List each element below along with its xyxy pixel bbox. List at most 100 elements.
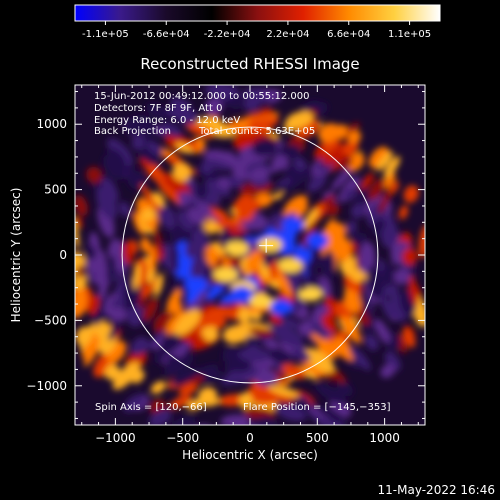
y-tick-label: 500	[44, 183, 67, 197]
heatmap-blob	[86, 166, 103, 184]
heatmap-blob	[276, 405, 306, 422]
heatmap-blob	[302, 221, 318, 247]
heatmap-blob	[383, 172, 396, 189]
heatmap-blob	[325, 386, 346, 401]
heatmap-blob	[119, 201, 131, 218]
x-tick-label: 1000	[369, 431, 400, 445]
heatmap-blob	[243, 99, 260, 112]
heatmap-blob	[202, 398, 221, 407]
heatmap-blob	[374, 319, 391, 344]
heatmap-blob	[368, 178, 385, 201]
heatmap-blob	[76, 265, 84, 279]
heatmap-blob	[248, 293, 273, 308]
heatmap-area	[75, 85, 425, 425]
heatmap-blob	[205, 245, 219, 267]
heatmap-blob	[75, 215, 80, 250]
heatmap-blob	[321, 249, 336, 282]
heatmap-blob	[152, 191, 166, 207]
heatmap-blob	[308, 244, 325, 269]
heatmap-blob	[239, 392, 253, 409]
colorbar-tick-label: 1.1e+05	[388, 29, 431, 40]
y-tick-label: −1000	[26, 379, 67, 393]
heatmap-blob	[316, 405, 349, 425]
heatmap-blob	[75, 215, 83, 229]
heatmap-blob	[342, 140, 359, 156]
heatmap-blob	[95, 321, 111, 340]
heatmap-blob	[347, 130, 362, 144]
heatmap-blob	[152, 335, 167, 351]
colorbar-tick-label: -6.6e+04	[143, 29, 190, 40]
heatmap-blob	[165, 354, 180, 368]
heatmap-blob	[146, 103, 169, 120]
heatmap-blob	[180, 325, 197, 340]
heatmap-blob	[248, 327, 274, 337]
colorbar-tick-label: -1.1e+05	[82, 29, 129, 40]
heatmap-blob	[304, 348, 335, 373]
heatmap-blob	[251, 212, 267, 231]
heatmap-blob	[185, 277, 208, 294]
colorbar-tick-label: 6.6e+04	[327, 29, 370, 40]
heatmap-blob	[109, 307, 127, 324]
heatmap-blob	[169, 395, 192, 409]
y-axis-label: Heliocentric Y (arcsec)	[9, 188, 23, 323]
heatmap-blob	[360, 172, 374, 191]
heatmap-blob	[159, 208, 175, 223]
heatmap-blob	[360, 292, 373, 321]
annotation-detectors: Detectors: 7F 8F 9F, Att 0	[94, 103, 222, 114]
heatmap-blob	[75, 326, 93, 346]
y-tick-label: −500	[34, 313, 67, 327]
heatmap-blob	[175, 191, 191, 208]
heatmap-blob	[135, 338, 150, 354]
heatmap-blob	[206, 184, 231, 197]
heatmap-blob	[418, 224, 425, 259]
heatmap-blob	[131, 136, 145, 151]
heatmap-blob	[333, 337, 355, 361]
heatmap-blob	[245, 322, 273, 332]
heatmap-blob	[351, 232, 367, 246]
heatmap-blob	[203, 222, 216, 235]
heatmap-blob	[164, 353, 194, 376]
heatmap-blob	[246, 250, 262, 274]
axis-ticks	[75, 85, 425, 425]
heatmap-blob	[171, 416, 196, 425]
heatmap-blob	[376, 150, 393, 171]
heatmap-blob	[124, 117, 144, 137]
y-tick-label: 1000	[36, 117, 67, 131]
heatmap-blob	[106, 148, 127, 170]
heatmap-blob	[278, 237, 296, 254]
heatmap-blob	[287, 273, 301, 293]
heatmap-blob	[169, 97, 192, 111]
heatmap-blob	[235, 210, 256, 223]
heatmap-blob	[402, 247, 418, 266]
heatmap-blob	[302, 208, 319, 230]
heatmap-blob	[175, 142, 194, 154]
x-tick-label: 500	[306, 431, 329, 445]
annotation-time-range: 15-Jun-2012 00:49:12.000 to 00:55:12.000	[94, 91, 310, 102]
heatmap-blob	[140, 207, 156, 222]
heatmap-blob	[337, 238, 352, 262]
heatmap-blob	[310, 333, 331, 353]
heatmap-blob	[202, 324, 218, 342]
heatmap-blob	[148, 245, 157, 273]
heatmap-blob	[75, 270, 87, 292]
heatmap-blob	[161, 122, 182, 137]
heatmap-blob	[75, 289, 87, 319]
heatmap-blob	[147, 141, 163, 155]
heatmap-blob	[229, 95, 243, 110]
heatmap-blob	[83, 335, 104, 367]
heatmap-blob	[358, 241, 376, 275]
heatmap-blob	[266, 348, 294, 365]
heatmap-blob	[86, 258, 98, 273]
timestamp: 11-May-2022 16:46	[378, 483, 495, 497]
heatmap-blob	[238, 308, 251, 324]
heatmap-blob	[123, 393, 145, 413]
heatmap-blob	[294, 167, 314, 183]
heatmap-blob	[382, 263, 395, 285]
heatmap-blob	[146, 164, 166, 183]
annotation-total-counts: Total counts: 5.63E+05	[198, 126, 315, 137]
heatmap-blob	[271, 155, 289, 171]
heatmap-blob	[166, 289, 182, 313]
heatmap-blob	[224, 359, 252, 373]
heatmap-blob	[381, 222, 398, 248]
